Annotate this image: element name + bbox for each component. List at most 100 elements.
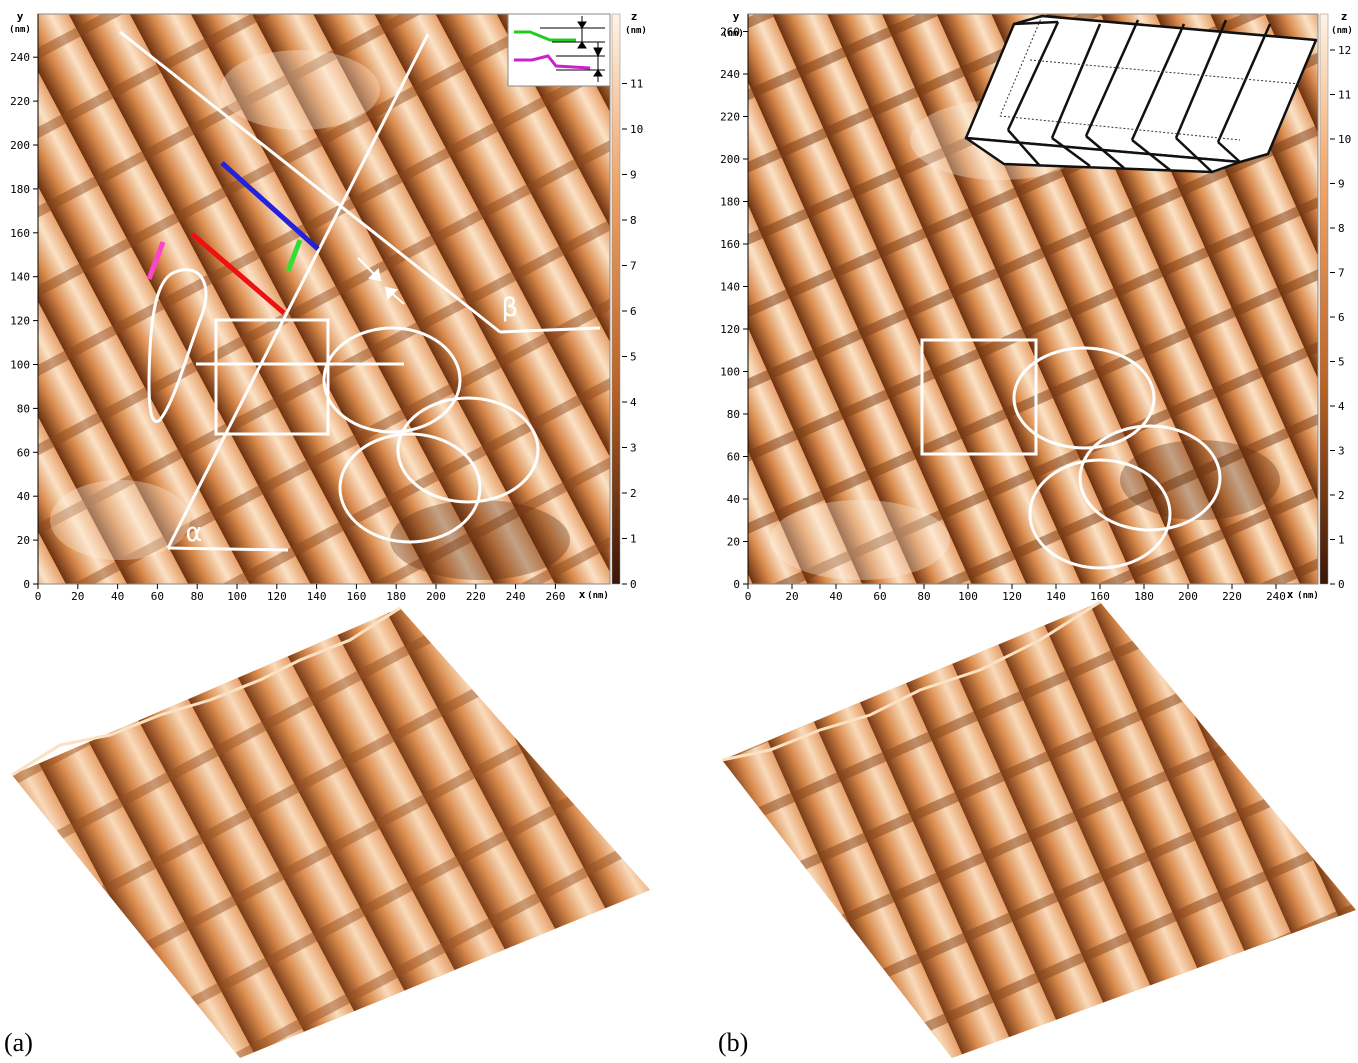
panel-a-z-tick-label: 6 xyxy=(630,305,637,318)
panel-b-y-tick-label: 160 xyxy=(720,238,740,251)
panel-a-x-title: x xyxy=(579,588,586,601)
step-arrows-icon xyxy=(357,257,405,305)
panel-a-x-tick-label: 220 xyxy=(466,590,486,603)
marker-red-line xyxy=(190,232,286,315)
panel-a-y-tick-label: 180 xyxy=(10,183,30,196)
panel-a-x-tick-label: 100 xyxy=(227,590,247,603)
panel-a-x-tick-label: 140 xyxy=(307,590,327,603)
panel-a-z-tick-label: 8 xyxy=(630,214,637,227)
panel-a-x-tick-label: 260 xyxy=(545,590,565,603)
panel-b-z-tick-label: 11 xyxy=(1338,89,1351,102)
panel-a-z-scale: 0 1 2 3 4 5 6 7 8 9 10 11 xyxy=(611,13,643,591)
panel-b-3d-surface xyxy=(721,600,1356,1058)
panel-b-z-tick-label: 0 xyxy=(1338,578,1345,591)
panel-b-x-title: x xyxy=(1287,588,1294,601)
panel-b-y-tick-label: 80 xyxy=(727,408,740,421)
panel-a-y-tick-label: 240 xyxy=(10,51,30,64)
marker-pink-line xyxy=(146,241,166,280)
panel-a-y-tick-label: 20 xyxy=(17,534,30,547)
panel-a-z-title: z xyxy=(631,10,638,23)
panel-b-z-tick-label: 3 xyxy=(1338,445,1345,458)
panel-b-y-axis: 0 20 40 60 80 100 120 140 160 180 200 220 240 260 xyxy=(720,14,749,591)
panel-a-x-tick-label: 200 xyxy=(426,590,446,603)
panel-b-x-tick-label: 180 xyxy=(1134,590,1154,603)
panel-a-z-tick-label: 5 xyxy=(630,351,637,364)
panel-b-x-tick-label: 140 xyxy=(1046,590,1066,603)
panel-b-x-tick-label: 200 xyxy=(1178,590,1198,603)
panel-b-label: (b) xyxy=(718,1028,749,1057)
panel-a-x-tick-label: 20 xyxy=(71,590,84,603)
panel-a-y-tick-label: 0 xyxy=(23,578,30,591)
panel-a-z-tick-label: 10 xyxy=(630,123,643,136)
panel-a-z-tick-label: 0 xyxy=(630,578,637,591)
panel-a-3d-surface xyxy=(11,606,650,1058)
panel-a-label: (a) xyxy=(4,1028,33,1057)
panel-a-x-unit: (nm) xyxy=(587,591,609,601)
panel-a-x-tick-label: 160 xyxy=(346,590,366,603)
panel-a-y-tick-label: 60 xyxy=(17,446,30,459)
panel-a-y-tick-label: 220 xyxy=(10,95,30,108)
panel-b-x-tick-label: 40 xyxy=(829,590,842,603)
panel-a-z-tick-label: 7 xyxy=(630,260,637,273)
panel-b-z-tick-label: 9 xyxy=(1338,178,1345,191)
angle-beta-label: β xyxy=(502,293,518,323)
panel-a-y-title: y xyxy=(17,10,24,23)
panel-b-annotations xyxy=(920,338,1222,570)
panel-b-x-unit: (nm) xyxy=(1297,591,1319,601)
panel-b-z-title: z xyxy=(1341,10,1348,23)
panel-a-x-axis: 0 20 40 60 80 100 120 140 160 180 200 220 240 260 xyxy=(35,584,565,603)
panel-b-z-tick-label: 6 xyxy=(1338,311,1345,324)
panel-a-y-tick-label: 160 xyxy=(10,227,30,240)
panel-a-y-axis: 0 20 40 60 80 100 120 140 160 180 200 220 240 xyxy=(10,14,39,591)
panel-b-x-tick-label: 60 xyxy=(873,590,886,603)
panel-b-x-axis: 0 20 40 60 80 100 120 140 160 180 200 220 240 xyxy=(745,584,1286,603)
panel-b-z-tick-label: 8 xyxy=(1338,222,1345,235)
panel-a-x-tick-label: 120 xyxy=(267,590,287,603)
panel-a-x-tick-label: 240 xyxy=(506,590,526,603)
panel-a-x-tick-label: 80 xyxy=(191,590,204,603)
panel-a-x-tick-label: 60 xyxy=(151,590,164,603)
panel-b-y-tick-label: 60 xyxy=(727,451,740,464)
panel-a-z-tick-label: 11 xyxy=(630,78,643,91)
angle-alpha-label: α xyxy=(186,518,202,548)
panel-b-z-tick-label: 12 xyxy=(1338,44,1351,57)
panel-b-y-tick-label: 20 xyxy=(727,536,740,549)
panel-a-x-tick-label: 40 xyxy=(111,590,124,603)
panel-b-x-tick-label: 240 xyxy=(1266,590,1286,603)
panel-a-x-tick-label: 0 xyxy=(35,590,42,603)
panel-b-y-tick-label: 220 xyxy=(720,111,740,124)
panel-b-y-tick-label: 180 xyxy=(720,196,740,209)
panel-b-x-tick-label: 100 xyxy=(958,590,978,603)
panel-a-y-unit: (nm) xyxy=(9,25,31,35)
panel-a-z-tick-label: 1 xyxy=(630,533,637,546)
panel-b-y-tick-label: 140 xyxy=(720,281,740,294)
marker-blue-line xyxy=(220,161,320,251)
panel-b-z-tick-label: 1 xyxy=(1338,534,1345,547)
panel-b-y-tick-label: 0 xyxy=(733,578,740,591)
panel-a-y-tick-label: 200 xyxy=(10,139,30,152)
panel-b-z-tick-label: 10 xyxy=(1338,133,1351,146)
panel-b-x-tick-label: 80 xyxy=(917,590,930,603)
panel-b-x-tick-label: 20 xyxy=(785,590,798,603)
panel-a-y-tick-label: 140 xyxy=(10,271,30,284)
panel-b-z-tick-label: 5 xyxy=(1338,356,1345,369)
panel-b-y-tick-label: 260 xyxy=(720,26,740,39)
panel-a-x-tick-label: 180 xyxy=(386,590,406,603)
marker-green-line xyxy=(285,239,303,272)
panel-b-y-tick-label: 100 xyxy=(720,366,740,379)
panel-a-y-tick-label: 40 xyxy=(17,490,30,503)
panel-a-annotations xyxy=(119,30,601,552)
panel-a-y-tick-label: 80 xyxy=(17,402,30,415)
panel-a-z-unit: (nm) xyxy=(625,26,647,36)
panel-a-z-tick-label: 9 xyxy=(630,169,637,182)
panel-b-y-tick-label: 200 xyxy=(720,153,740,166)
panel-b-x-tick-label: 220 xyxy=(1222,590,1242,603)
panel-b-y-tick-label: 40 xyxy=(727,493,740,506)
panel-b-z-unit: (nm) xyxy=(1331,26,1353,36)
panel-b-y-unit: (nm) xyxy=(722,29,744,39)
panel-b-x-tick-label: 160 xyxy=(1090,590,1110,603)
panel-a-z-tick-label: 4 xyxy=(630,396,637,409)
profile-inset xyxy=(507,13,611,87)
panel-b-x-tick-label: 0 xyxy=(745,590,752,603)
